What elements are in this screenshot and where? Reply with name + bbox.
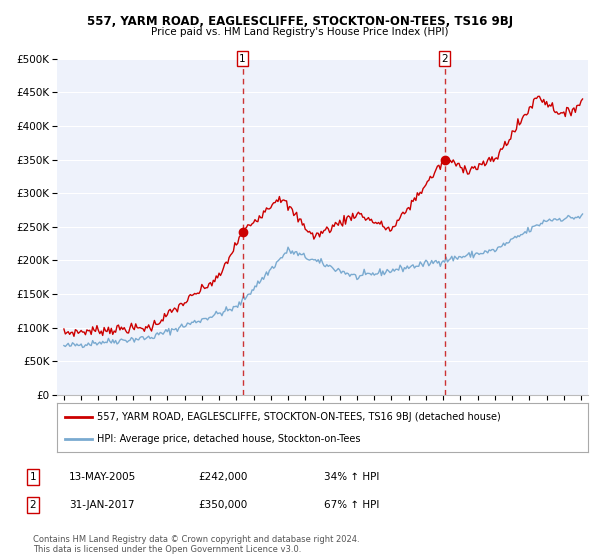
Text: Price paid vs. HM Land Registry's House Price Index (HPI): Price paid vs. HM Land Registry's House … [151, 27, 449, 37]
Text: 13-MAY-2005: 13-MAY-2005 [69, 472, 136, 482]
Text: HPI: Average price, detached house, Stockton-on-Tees: HPI: Average price, detached house, Stoc… [97, 434, 361, 444]
Text: 557, YARM ROAD, EAGLESCLIFFE, STOCKTON-ON-TEES, TS16 9BJ: 557, YARM ROAD, EAGLESCLIFFE, STOCKTON-O… [87, 15, 513, 28]
Text: 2: 2 [29, 500, 37, 510]
Text: £350,000: £350,000 [198, 500, 247, 510]
Text: £242,000: £242,000 [198, 472, 247, 482]
Text: 34% ↑ HPI: 34% ↑ HPI [324, 472, 379, 482]
Text: 557, YARM ROAD, EAGLESCLIFFE, STOCKTON-ON-TEES, TS16 9BJ (detached house): 557, YARM ROAD, EAGLESCLIFFE, STOCKTON-O… [97, 412, 500, 422]
Text: 67% ↑ HPI: 67% ↑ HPI [324, 500, 379, 510]
Text: 31-JAN-2017: 31-JAN-2017 [69, 500, 134, 510]
Text: 1: 1 [29, 472, 37, 482]
Text: 2: 2 [441, 54, 448, 64]
Text: 1: 1 [239, 54, 246, 64]
Text: Contains HM Land Registry data © Crown copyright and database right 2024.
This d: Contains HM Land Registry data © Crown c… [33, 535, 359, 554]
